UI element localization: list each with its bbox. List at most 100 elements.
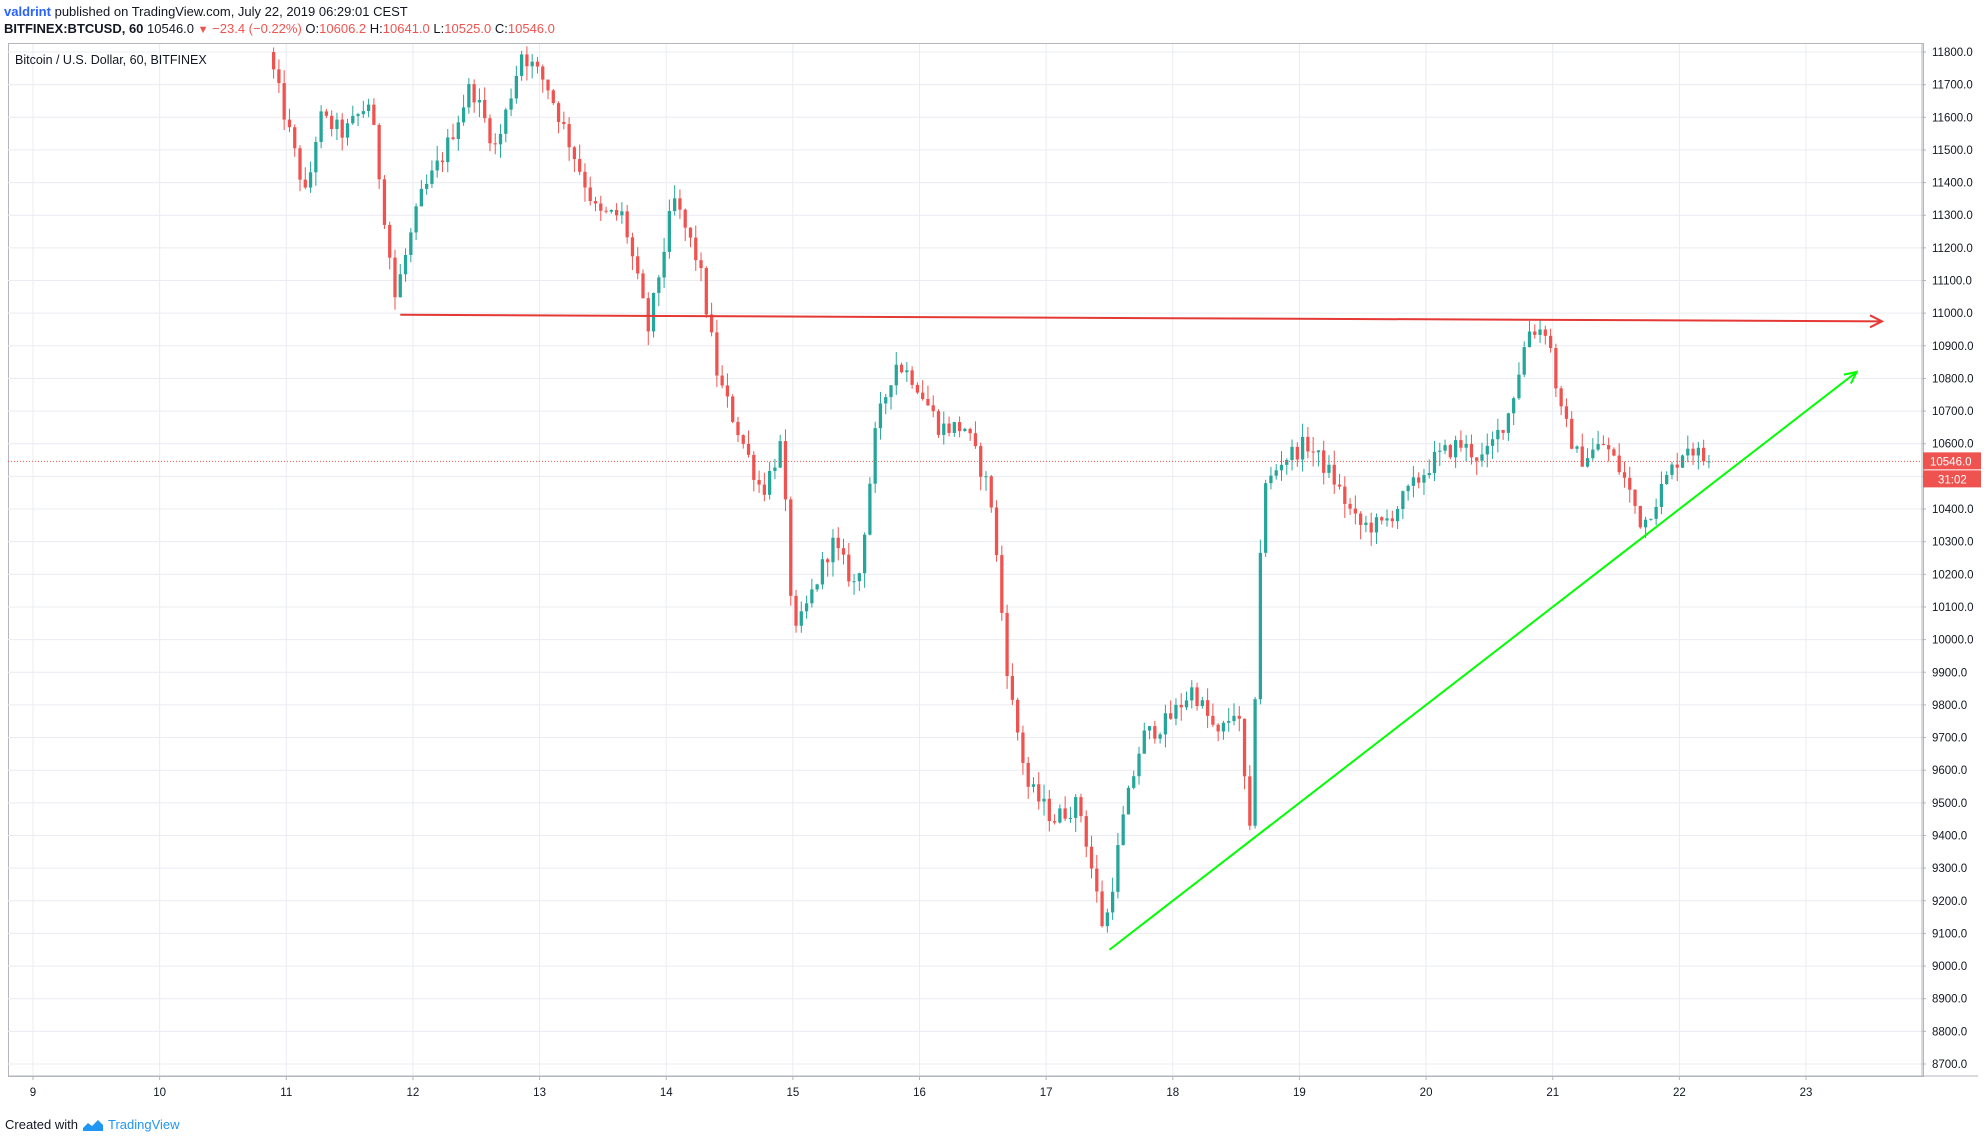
candle: [1464, 435, 1468, 462]
candle: [1517, 362, 1521, 400]
candle: [1190, 680, 1194, 709]
candle-body: [1527, 331, 1532, 348]
candle-body: [1501, 429, 1505, 433]
candle-body: [1237, 715, 1241, 719]
candle-body: [1316, 450, 1321, 453]
candle: [931, 395, 935, 418]
tradingview-logo-icon: [82, 1119, 103, 1131]
candle-body: [330, 115, 334, 130]
candle-body: [1121, 814, 1125, 846]
time-tick-label: 20: [1420, 1087, 1433, 1099]
author-link[interactable]: valdrint: [4, 4, 51, 19]
candle: [715, 319, 719, 387]
candle: [1100, 880, 1104, 928]
candle-body: [1480, 454, 1484, 461]
candle: [1274, 464, 1278, 480]
candle: [752, 451, 756, 492]
candle-body: [1617, 455, 1621, 473]
candle: [1089, 835, 1094, 879]
candle: [572, 145, 577, 173]
candle: [1475, 457, 1479, 475]
candle: [736, 416, 740, 443]
candle: [567, 117, 571, 161]
candle: [1126, 785, 1131, 815]
footer: Created with TradingView: [5, 1117, 180, 1132]
candle: [1153, 720, 1157, 744]
candle: [857, 572, 861, 592]
candle: [1485, 433, 1489, 468]
candle: [1374, 513, 1379, 544]
candle-body: [826, 559, 830, 563]
candle: [1401, 490, 1405, 520]
candle: [377, 122, 381, 190]
candle: [1617, 443, 1621, 475]
candle: [1438, 442, 1442, 467]
candle: [314, 136, 318, 186]
candle-body: [630, 237, 635, 257]
candle: [1142, 722, 1146, 754]
candle: [493, 133, 497, 155]
resistance-arrow-head: [1869, 314, 1885, 329]
candle: [1675, 452, 1679, 482]
candle-body: [419, 188, 424, 207]
candle-body: [641, 273, 645, 299]
candle-body: [1174, 704, 1178, 719]
candle: [372, 98, 376, 126]
candle-body: [942, 423, 946, 435]
candle-body: [1607, 445, 1611, 450]
candle-body: [604, 210, 608, 212]
candle-body: [894, 364, 898, 386]
candle: [1195, 682, 1199, 711]
candle-body: [1485, 445, 1489, 455]
candle: [393, 249, 397, 310]
candle-body: [1047, 798, 1051, 822]
candle: [1353, 495, 1357, 525]
candle-body: [957, 422, 962, 432]
candle-body: [1622, 472, 1627, 478]
candle: [1084, 810, 1088, 858]
price-tick-label: 11300.0: [1932, 210, 1973, 222]
candle-body: [1554, 348, 1558, 389]
candle: [826, 557, 830, 577]
candle: [356, 112, 360, 127]
candle: [1543, 325, 1547, 345]
candle-body: [1295, 446, 1299, 460]
candle: [1633, 489, 1637, 514]
candle-body: [319, 111, 323, 143]
candle: [583, 163, 587, 202]
candle: [1000, 545, 1004, 621]
price-axis: 11800.0 11700.0 11600.0 11500.0 11400.0 11300…: [1922, 47, 1974, 1071]
price-tick-label: 10300.0: [1932, 537, 1974, 549]
candle-body: [1522, 347, 1526, 375]
candle: [298, 145, 302, 192]
candle-body: [1380, 517, 1384, 521]
high-value: 10641.0: [382, 21, 430, 36]
candle: [388, 221, 392, 270]
tradingview-link[interactable]: TradingView: [107, 1117, 180, 1132]
candle-body: [1564, 406, 1569, 419]
candle: [678, 189, 682, 219]
candle-body: [1274, 470, 1278, 476]
price-tick-label: 9700.0: [1932, 733, 1967, 745]
candle-body: [936, 411, 941, 435]
candle-body: [1364, 522, 1368, 525]
price-tick-label: 9400.0: [1932, 830, 1967, 842]
candle-body: [277, 69, 281, 84]
candle-body: [973, 433, 978, 447]
candle-body: [1010, 675, 1015, 700]
candle: [599, 195, 603, 221]
candle: [1121, 805, 1125, 846]
candle-body: [810, 589, 814, 604]
candle: [1337, 473, 1342, 490]
candle-body: [372, 104, 376, 125]
price-tick-label: 9500.0: [1932, 798, 1967, 810]
candle: [841, 538, 846, 565]
candle-body: [451, 137, 455, 139]
candle-body: [1163, 713, 1168, 735]
candle-body: [968, 428, 972, 434]
candle: [509, 88, 513, 117]
candle: [889, 384, 893, 410]
candle-body: [878, 403, 883, 429]
candle-body: [1353, 508, 1357, 514]
